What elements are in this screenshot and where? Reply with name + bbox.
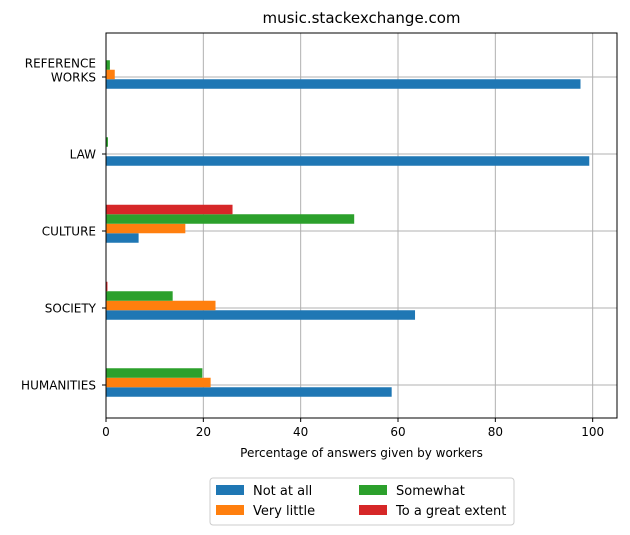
bar: [106, 137, 108, 147]
y-tick-label: HUMANITIES: [21, 379, 96, 393]
x-tick-label: 40: [293, 425, 308, 439]
y-tick-label: CULTURE: [42, 225, 96, 239]
legend: Not at all Very little Somewhat To a great …: [209, 477, 515, 526]
bar: [106, 281, 108, 292]
y-tick-label: REFERENCE: [25, 57, 96, 71]
bar: [106, 368, 203, 378]
y-tick-label: SOCIETY: [45, 302, 97, 316]
legend-swatch: [359, 505, 387, 515]
x-tick-label: 20: [196, 425, 211, 439]
y-tick-label: LAW: [70, 148, 97, 162]
bar: [106, 156, 590, 166]
bar: [106, 223, 186, 234]
legend-frame: [209, 477, 515, 526]
legend-swatch: [216, 505, 244, 515]
plot-frame: [105, 32, 618, 419]
legend-label: Somewhat: [396, 484, 465, 499]
chart-title: music.stackexchange.com: [263, 9, 461, 27]
legend-swatch: [216, 485, 244, 495]
bar: [106, 214, 355, 224]
legend-swatch: [359, 485, 387, 495]
legend-label: Not at all: [253, 484, 312, 499]
x-tick-label: 80: [488, 425, 503, 439]
x-tick-label: 100: [581, 425, 604, 439]
bar: [106, 60, 110, 70]
bar: [106, 79, 581, 89]
bar: [106, 310, 416, 320]
bar: [106, 377, 211, 388]
x-axis-label: Percentage of answers given by workers: [240, 446, 483, 460]
legend-label: To a great extent: [395, 504, 506, 519]
x-tick-label: 0: [102, 425, 110, 439]
bar: [106, 387, 392, 397]
legend-label: Very little: [253, 504, 315, 519]
x-tick-label: 60: [390, 425, 405, 439]
bar: [106, 291, 173, 301]
bar: [106, 69, 115, 80]
y-tick-label: WORKS: [51, 71, 96, 85]
bar: [106, 204, 233, 215]
bar: [106, 300, 216, 311]
bars: [106, 60, 590, 397]
x-axis: 0 20 40 60 80 100: [102, 418, 604, 439]
bar: [106, 233, 139, 243]
